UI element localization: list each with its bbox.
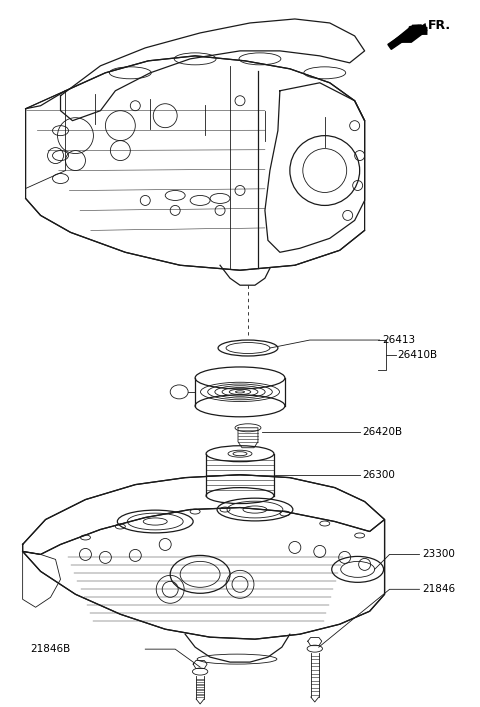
Text: 26420B: 26420B xyxy=(363,427,403,437)
FancyArrow shape xyxy=(388,25,421,49)
Text: 21846: 21846 xyxy=(422,584,456,595)
Text: 26413: 26413 xyxy=(383,335,416,345)
Polygon shape xyxy=(387,27,428,45)
Text: 23300: 23300 xyxy=(422,549,456,559)
Text: 21846B: 21846B xyxy=(31,644,71,654)
Polygon shape xyxy=(392,23,428,43)
Text: 26410B: 26410B xyxy=(397,350,438,360)
Text: FR.: FR. xyxy=(428,19,451,32)
Text: 26300: 26300 xyxy=(363,469,396,479)
